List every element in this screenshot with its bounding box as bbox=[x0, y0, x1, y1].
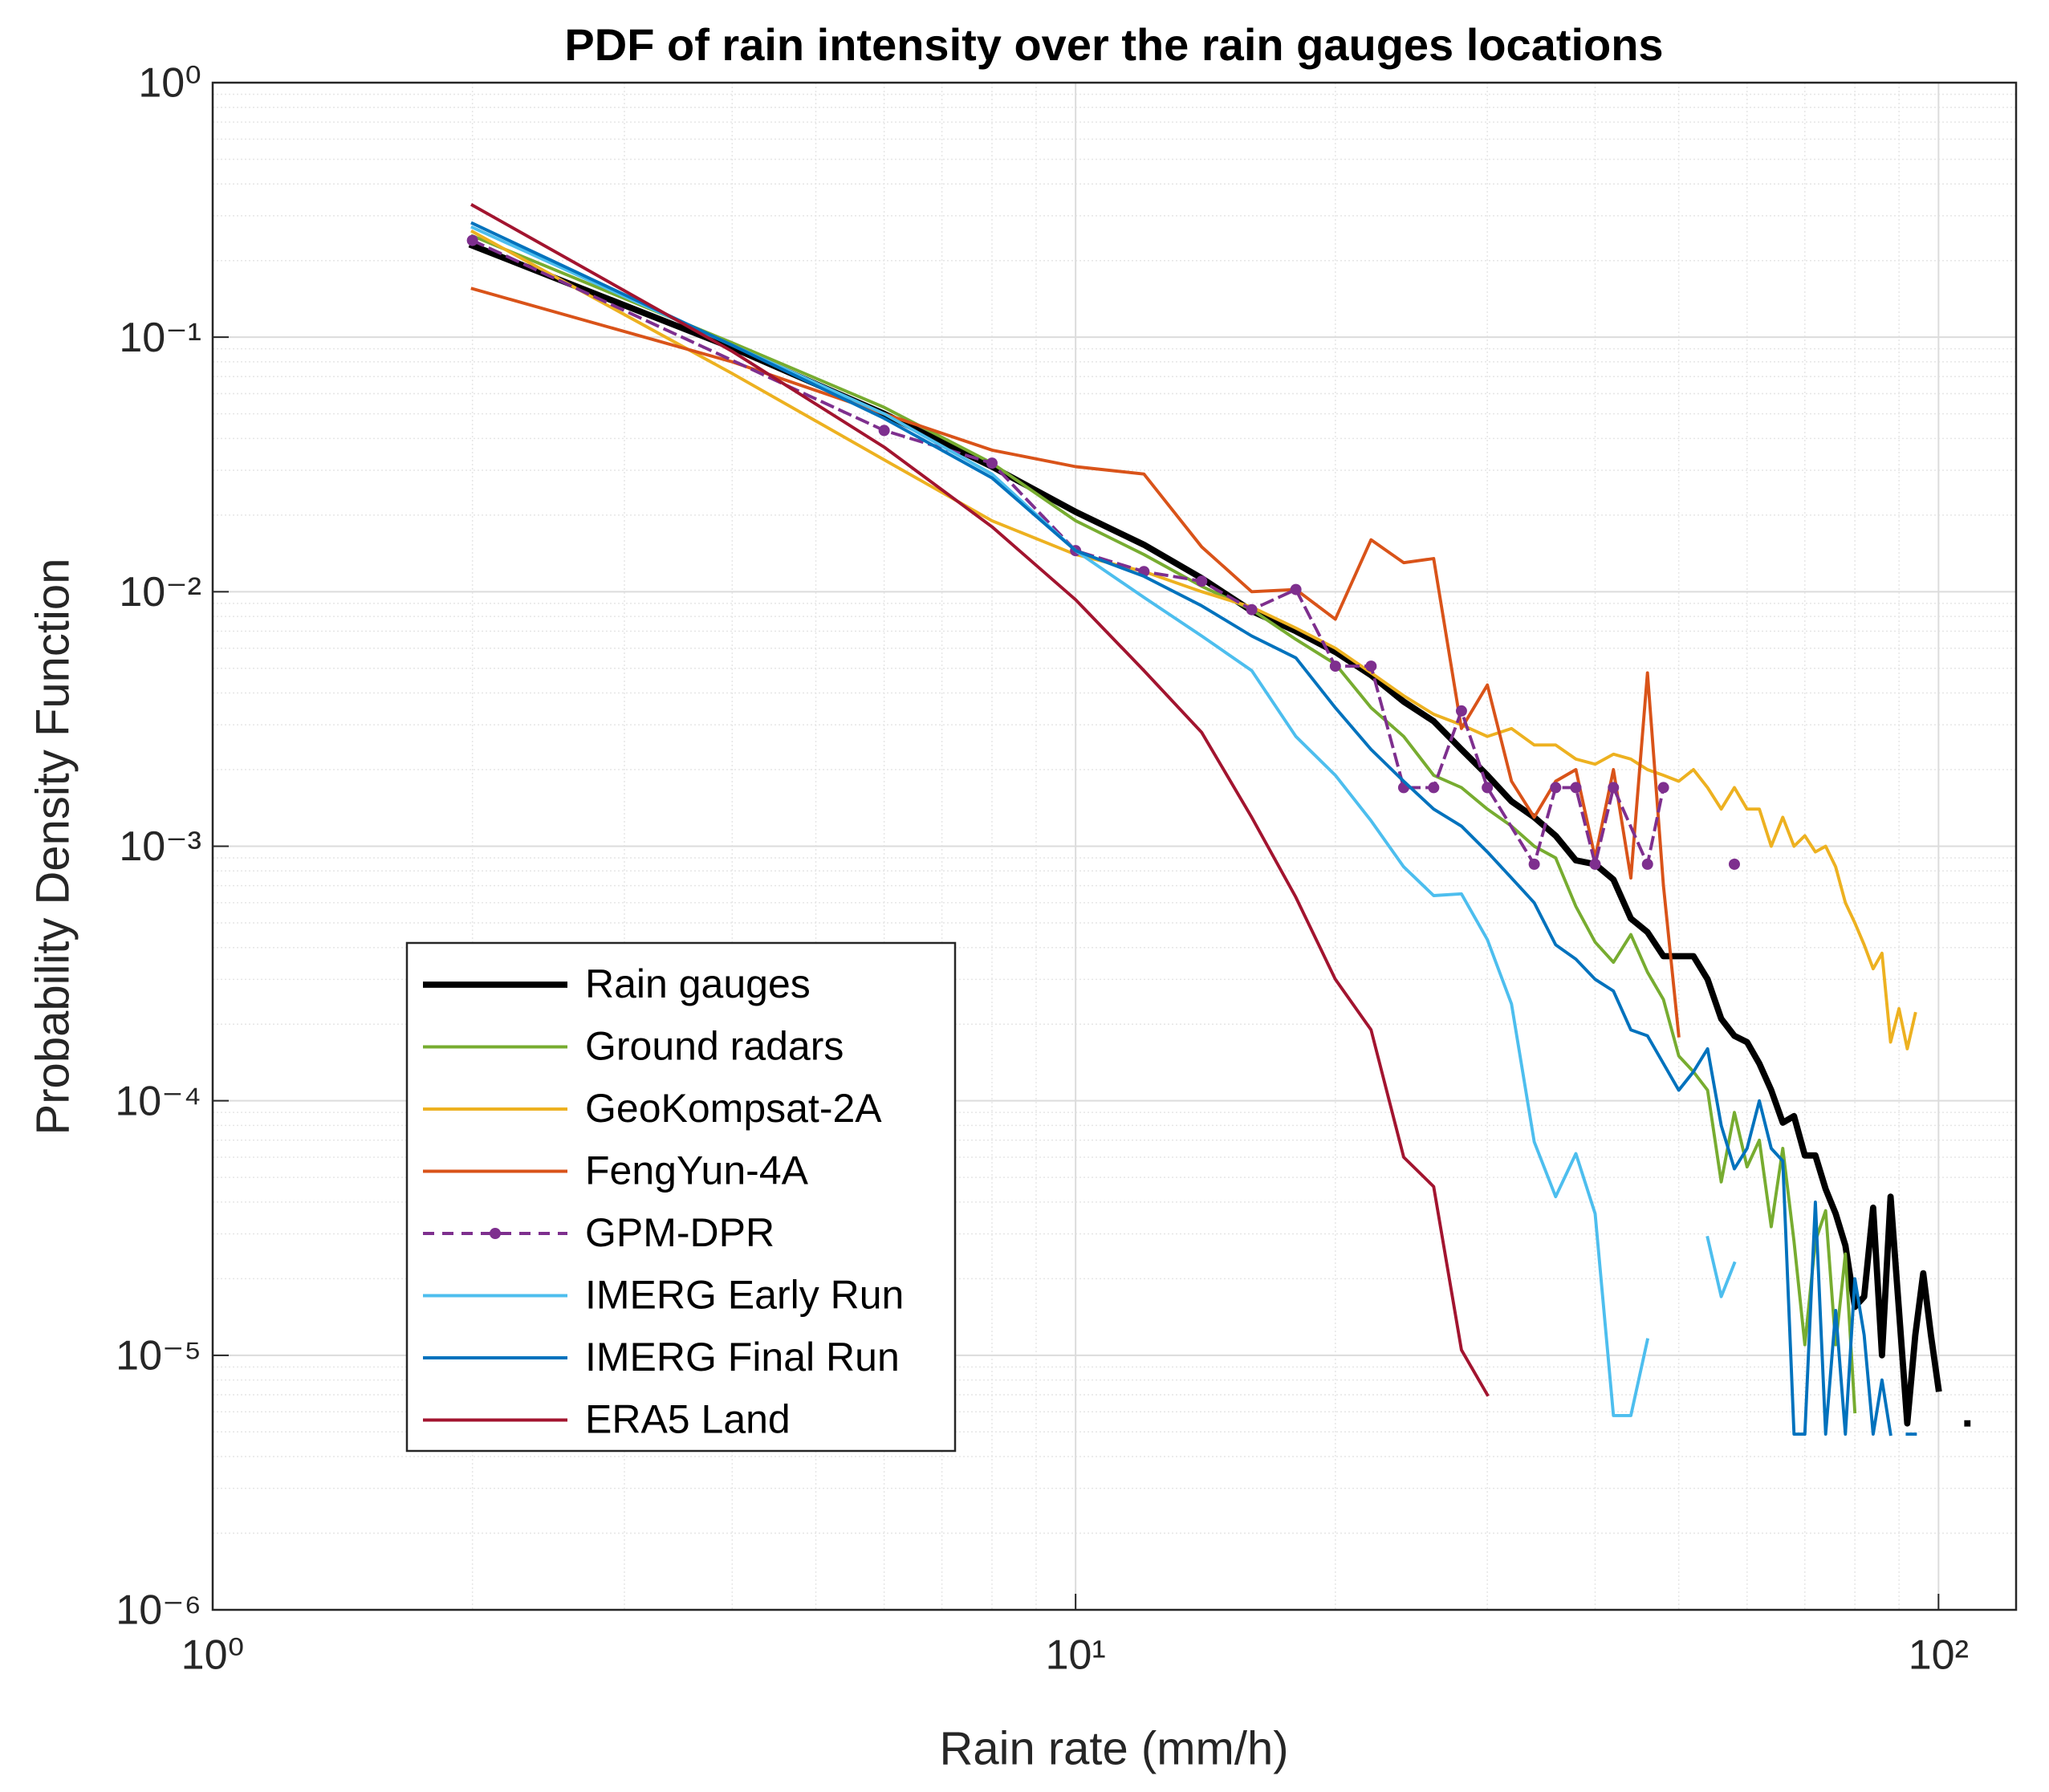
y-tick-label: 10⁰ bbox=[138, 60, 201, 107]
data-point bbox=[1550, 782, 1562, 794]
series-line bbox=[470, 286, 1681, 1038]
legend-box bbox=[405, 941, 957, 1453]
series-line bbox=[470, 203, 1490, 1397]
data-point bbox=[466, 234, 478, 246]
data-point bbox=[1455, 705, 1467, 717]
legend-label: FengYun-4A bbox=[585, 1148, 809, 1193]
x-tick-label: 10¹ bbox=[1046, 1632, 1106, 1679]
x-tick-label: 10⁰ bbox=[181, 1632, 245, 1679]
data-point bbox=[1329, 660, 1341, 673]
y-tick-label: 10⁻⁶ bbox=[116, 1587, 201, 1634]
plot-frame bbox=[211, 81, 2018, 1611]
data-point bbox=[1246, 603, 1258, 616]
legend-label: IMERG Final Run bbox=[585, 1335, 900, 1380]
data-point bbox=[1657, 782, 1669, 794]
data-point bbox=[878, 425, 890, 437]
y-tick-label: 10⁻⁵ bbox=[116, 1333, 201, 1380]
data-point bbox=[1482, 782, 1494, 794]
legend-marker bbox=[490, 1228, 501, 1239]
data-point bbox=[1589, 858, 1601, 870]
series-line bbox=[468, 241, 1971, 1427]
data-point bbox=[986, 457, 998, 469]
chart-title: PDF of rain intensity over the rain gaug… bbox=[564, 19, 1663, 70]
data-point bbox=[1428, 782, 1440, 794]
data-point bbox=[1608, 782, 1620, 794]
legend-label: GeoKompsat-2A bbox=[585, 1086, 882, 1131]
series-line bbox=[470, 238, 1736, 866]
data-point bbox=[1290, 583, 1302, 595]
data-point bbox=[1196, 575, 1208, 587]
legend: Rain gauges Ground radars GeoKompsat-2A Fen… bbox=[405, 941, 957, 1453]
data-point bbox=[1365, 660, 1377, 673]
legend-label: Ground radars bbox=[585, 1024, 844, 1069]
data-point bbox=[1528, 858, 1540, 870]
legend-label: IMERG Early Run bbox=[585, 1273, 904, 1318]
y-axis-label: Probability Density Function bbox=[26, 559, 79, 1136]
y-tick-label: 10⁻² bbox=[119, 569, 201, 616]
legend-label: GPM-DPR bbox=[585, 1210, 774, 1255]
x-axis-label: Rain rate (mm/h) bbox=[939, 1722, 1288, 1774]
data-point bbox=[1570, 782, 1582, 794]
y-tick-label: 10⁻³ bbox=[119, 823, 201, 870]
y-tick-label: 10⁻⁴ bbox=[115, 1078, 201, 1124]
legend-label: Rain gauges bbox=[585, 961, 811, 1006]
data-point bbox=[1728, 858, 1740, 870]
series-line bbox=[470, 221, 1917, 1436]
x-tick-label: 10² bbox=[1909, 1632, 1969, 1679]
legend-label: ERA5 Land bbox=[585, 1397, 791, 1442]
series-line bbox=[470, 229, 1917, 1050]
data-point bbox=[1641, 858, 1653, 870]
y-tick-label: 10⁻¹ bbox=[119, 315, 201, 361]
